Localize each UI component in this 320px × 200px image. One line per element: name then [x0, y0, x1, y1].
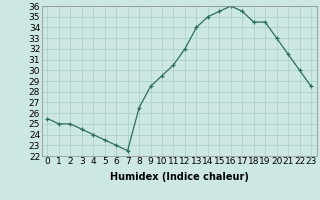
- X-axis label: Humidex (Indice chaleur): Humidex (Indice chaleur): [110, 172, 249, 182]
